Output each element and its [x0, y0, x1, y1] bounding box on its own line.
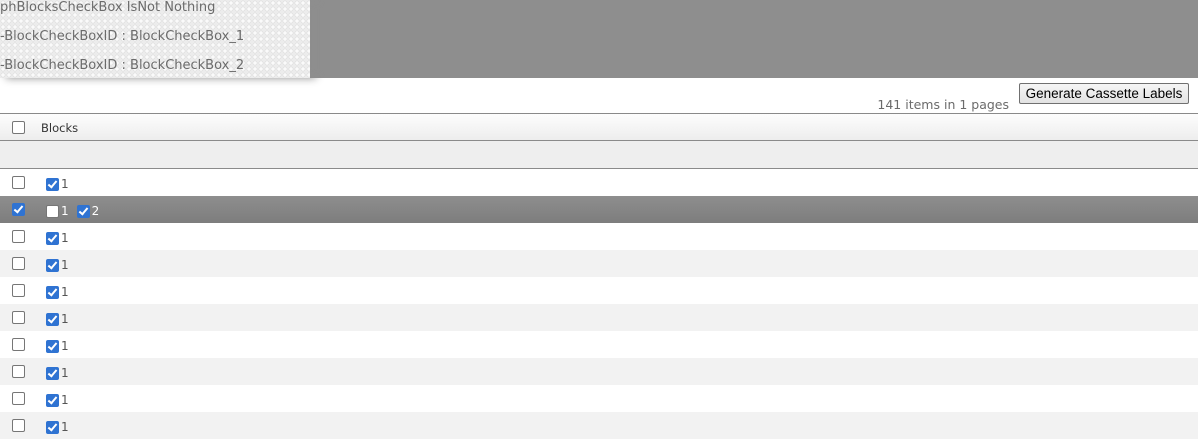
row-select-checkbox[interactable]: [12, 257, 25, 270]
block-label: 2: [91, 204, 100, 218]
block-label: 1: [61, 312, 69, 326]
blocks-cell: 1: [46, 393, 77, 407]
row-select-checkbox[interactable]: [12, 176, 25, 189]
block-checkbox[interactable]: [46, 366, 59, 380]
blocks-cell: 1: [46, 177, 77, 191]
grid-header: Blocks: [0, 114, 1198, 141]
block-checkbox[interactable]: [46, 258, 59, 272]
table-row[interactable]: 1: [0, 304, 1198, 331]
block-checkbox[interactable]: [46, 339, 59, 353]
pager-info: 141 items in 1 pages: [877, 97, 1009, 112]
block-label: 1: [61, 420, 69, 434]
block-checkbox[interactable]: [76, 204, 90, 218]
block-checkbox[interactable]: [46, 393, 59, 407]
row-select-checkbox[interactable]: [12, 203, 25, 216]
block-checkbox[interactable]: [46, 285, 59, 299]
block-checkbox[interactable]: [46, 312, 59, 326]
row-select-checkbox[interactable]: [12, 419, 25, 432]
debug-line: -BlockCheckBoxID : BlockCheckBox_1: [0, 29, 245, 44]
select-all-checkbox[interactable]: [12, 121, 25, 134]
table-row[interactable]: 1: [0, 412, 1198, 439]
blocks-cell: 1: [46, 231, 77, 245]
blocks-cell: 1: [46, 312, 77, 326]
table-row[interactable]: 1: [0, 331, 1198, 358]
block-checkbox[interactable]: [46, 177, 59, 191]
debug-panel: phBlocksCheckBox IsNot Nothing -BlockChe…: [0, 0, 1198, 78]
block-label: 1: [61, 285, 69, 299]
block-label: 1: [61, 231, 69, 245]
row-select-checkbox[interactable]: [12, 311, 25, 324]
column-header-blocks[interactable]: Blocks: [41, 121, 79, 135]
block-checkbox[interactable]: [46, 231, 59, 245]
debug-texture: phBlocksCheckBox IsNot Nothing -BlockChe…: [0, 0, 310, 78]
blocks-cell: 1: [46, 366, 77, 380]
debug-line: -BlockCheckBoxID : BlockCheckBox_2: [0, 58, 245, 73]
debug-line: phBlocksCheckBox IsNot Nothing: [0, 0, 216, 15]
block-checkbox[interactable]: [46, 420, 59, 434]
block-label: 1: [61, 393, 69, 407]
blocks-cell: 1: [46, 420, 77, 434]
row-select-checkbox[interactable]: [12, 365, 25, 378]
table-row[interactable]: 1: [0, 250, 1198, 277]
table-row[interactable]: 1: [0, 358, 1198, 385]
row-select-checkbox[interactable]: [12, 230, 25, 243]
blocks-cell: 1: [46, 285, 77, 299]
blocks-cell: 1: [46, 258, 77, 272]
row-select-checkbox[interactable]: [12, 392, 25, 405]
block-label: 1: [61, 258, 69, 272]
table-row[interactable]: 1: [0, 385, 1198, 412]
blocks-cell: 1: [46, 339, 77, 353]
filter-row: [0, 141, 1198, 169]
row-select-checkbox[interactable]: [12, 284, 25, 297]
row-select-checkbox[interactable]: [12, 338, 25, 351]
block-label: 1: [61, 366, 69, 380]
generate-cassette-labels-button[interactable]: Generate Cassette Labels: [1019, 83, 1189, 104]
table-row[interactable]: 1: [0, 169, 1198, 196]
block-label: 1: [61, 339, 69, 353]
table-row[interactable]: 1: [0, 277, 1198, 304]
block-label: 1: [61, 204, 69, 218]
block-checkbox[interactable]: [46, 204, 59, 218]
block-label: 1: [61, 177, 69, 191]
table-row[interactable]: 1: [0, 223, 1198, 250]
